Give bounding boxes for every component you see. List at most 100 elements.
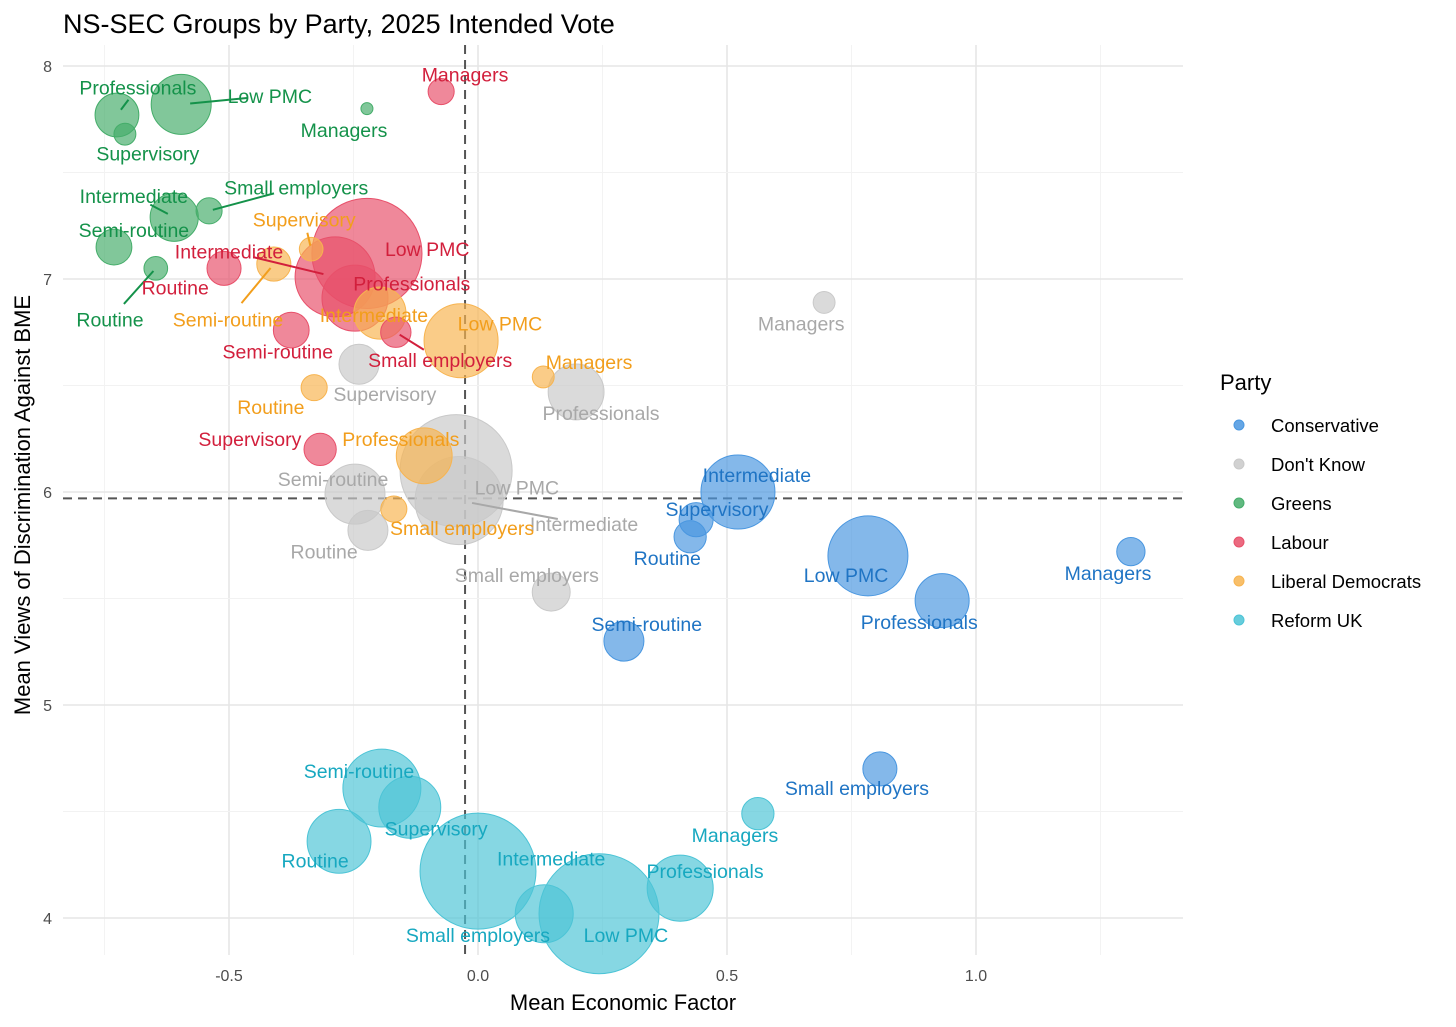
bubble-conservative-professionals xyxy=(914,573,970,629)
point-label: Intermediate xyxy=(175,241,283,263)
point-label: Managers xyxy=(546,352,633,374)
legend-label: Reform UK xyxy=(1271,610,1363,631)
legend-label: Liberal Democrats xyxy=(1271,571,1421,592)
point-label: Intermediate xyxy=(80,186,188,208)
bubble-reform-uk-small-employers xyxy=(514,884,574,944)
bubble-reform-uk-professionals xyxy=(646,854,714,922)
legend-key-don-t-know xyxy=(1233,458,1245,470)
point-label: Professionals xyxy=(79,77,196,99)
bubble-labour-routine xyxy=(206,250,242,286)
point-label: Semi-routine xyxy=(173,309,284,331)
legend: Party Conservative Don't Know Greens Labour… xyxy=(1220,370,1421,631)
point-label: Supervisory xyxy=(96,143,199,165)
bubble-liberal-democrats-professionals xyxy=(395,427,453,485)
point-label: Managers xyxy=(1065,563,1152,585)
bubble-liberal-democrats-low-pmc xyxy=(423,303,499,379)
point-label: Low PMC xyxy=(475,478,560,500)
point-label: Managers xyxy=(692,825,779,847)
legend-key-conservative xyxy=(1233,419,1245,431)
axis-ticks: -0.5 0.0 0.5 1.0 4 5 6 7 8 xyxy=(43,59,987,985)
x-tick-label: 0.5 xyxy=(716,968,738,985)
label-leaders xyxy=(120,97,558,521)
point-label: Small employers xyxy=(390,518,534,540)
point-label: Semi-routine xyxy=(592,614,703,636)
bubble-greens-semi-routine xyxy=(95,228,133,266)
label-leader-line xyxy=(212,192,275,211)
point-label: Professionals xyxy=(342,429,459,451)
bubble-don-t-know-managers xyxy=(812,290,836,314)
label-leader-line xyxy=(471,501,558,521)
point-label: Low PMC xyxy=(804,565,889,587)
bubble-liberal-democrats-managers xyxy=(531,365,555,389)
point-label: Semi-routine xyxy=(223,341,334,363)
point-label: Supervisory xyxy=(385,819,488,841)
bubble-conservative-semi-routine xyxy=(603,620,645,662)
x-tick-label: 0.0 xyxy=(467,968,489,985)
legend-key-liberal-democrats xyxy=(1233,575,1245,587)
point-labels: Intermediate Supervisory Routine Low PMC Pro… xyxy=(76,65,1151,948)
bubble-greens-supervisory xyxy=(113,122,137,146)
bubble-conservative-routine xyxy=(673,520,707,554)
bubble-greens-small-employers xyxy=(195,197,223,225)
y-tick-label: 8 xyxy=(43,59,52,76)
legend-title: Party xyxy=(1220,370,1271,395)
label-leader-line xyxy=(149,203,169,215)
legend-key-reform-uk xyxy=(1233,614,1245,626)
y-axis-label: Mean Views of Discrimination Against BME xyxy=(10,295,35,715)
point-label: Semi-routine xyxy=(79,220,190,242)
point-label: Supervisory xyxy=(333,384,436,406)
point-label: Routine xyxy=(142,278,209,300)
bubble-don-t-know-supervisory xyxy=(338,343,380,385)
point-label: Professionals xyxy=(647,861,764,883)
point-label: Low PMC xyxy=(584,925,669,947)
point-label: Managers xyxy=(422,65,509,87)
legend-label: Labour xyxy=(1271,532,1329,553)
bubble-don-t-know-small-employers xyxy=(531,572,571,612)
point-label: Small employers xyxy=(455,565,599,587)
point-label: Low PMC xyxy=(228,86,313,108)
bubble-don-t-know-professionals xyxy=(547,363,605,421)
y-tick-label: 7 xyxy=(43,272,52,289)
point-label: Routine xyxy=(282,850,349,872)
x-axis-label: Mean Economic Factor xyxy=(510,990,736,1015)
bubble-reform-uk-managers xyxy=(741,797,775,831)
bubbles xyxy=(94,73,1146,975)
bubble-liberal-democrats-routine xyxy=(300,374,328,402)
label-leader-line xyxy=(120,99,130,111)
point-label: Small employers xyxy=(406,925,550,947)
label-leader-line xyxy=(306,232,312,246)
bubble-labour-semi-routine xyxy=(272,311,310,349)
point-label: Low PMC xyxy=(385,239,470,261)
point-label: Intermediate xyxy=(497,848,605,870)
bubble-conservative-intermediate xyxy=(700,454,776,530)
bubble-reform-uk-supervisory xyxy=(378,775,442,839)
point-label: Intermediate xyxy=(530,514,638,536)
point-label: Professionals xyxy=(542,403,659,425)
point-label: Intermediate xyxy=(320,305,428,327)
point-label: Intermediate xyxy=(703,465,811,487)
bubble-reform-uk-routine xyxy=(306,808,372,874)
label-leader-line xyxy=(252,256,324,276)
y-tick-label: 6 xyxy=(43,485,52,502)
chart-title: NS-SEC Groups by Party, 2025 Intended Vo… xyxy=(63,9,615,39)
point-label: Small employers xyxy=(785,778,929,800)
point-label: Semi-routine xyxy=(278,469,389,491)
point-label: Small employers xyxy=(224,177,368,199)
point-label: Supervisory xyxy=(666,499,769,521)
point-label: Managers xyxy=(758,314,845,336)
legend-label: Don't Know xyxy=(1271,454,1366,475)
bubble-conservative-low-pmc xyxy=(827,515,909,597)
point-label: Routine xyxy=(237,397,304,419)
y-tick-label: 5 xyxy=(43,698,52,715)
legend-label: Conservative xyxy=(1271,415,1379,436)
bubble-labour-managers xyxy=(427,78,455,106)
point-label: Routine xyxy=(634,548,701,570)
point-label: Professionals xyxy=(861,612,978,634)
legend-label: Greens xyxy=(1271,493,1332,514)
bubble-reform-uk-intermediate xyxy=(419,812,537,930)
bubble-liberal-democrats-small-employers xyxy=(380,495,408,523)
y-tick-label: 4 xyxy=(43,911,52,928)
x-tick-label: 1.0 xyxy=(965,968,987,985)
label-leader-line xyxy=(240,267,272,304)
